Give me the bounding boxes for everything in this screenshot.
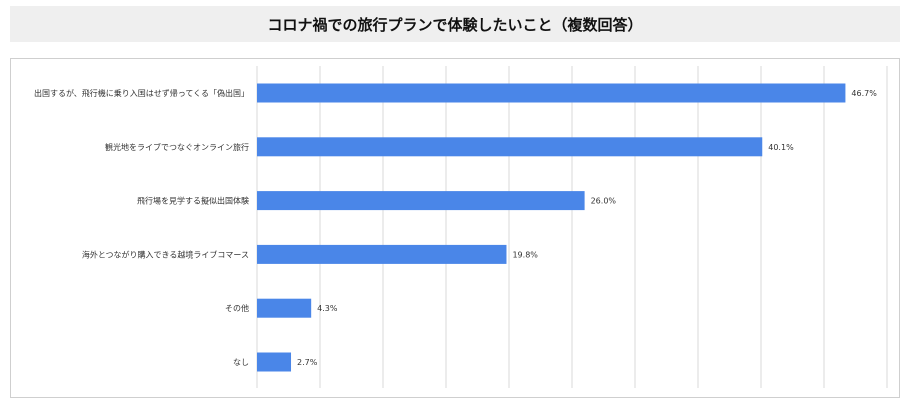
data-label: 40.1% [768, 143, 794, 152]
bar [257, 298, 312, 318]
bar [257, 83, 846, 103]
category-label: 海外とつながり購入できる越境ライブコマース [82, 249, 249, 259]
bar [257, 137, 763, 157]
bar [257, 352, 292, 372]
chart-frame [10, 58, 900, 398]
data-label: 46.7% [851, 89, 877, 98]
data-label: 19.8% [512, 250, 538, 259]
chart-title: コロナ禍での旅行プランで体験したいこと（複数回答） [267, 15, 643, 34]
chart-title-bar: コロナ禍での旅行プランで体験したいこと（複数回答） [10, 6, 900, 42]
data-label: 26.0% [591, 197, 617, 206]
category-label: その他 [225, 303, 249, 313]
category-label: 観光地をライブでつなぐオンライン旅行 [105, 142, 249, 152]
data-label: 4.3% [317, 304, 338, 313]
bar [257, 191, 585, 211]
bar [257, 244, 507, 264]
data-label: 2.7% [297, 358, 318, 367]
category-label: 飛行場を見学する擬似出国体験 [137, 196, 249, 206]
category-label: なし [233, 358, 249, 367]
category-label: 出国するが、飛行機に乗り入国はせず帰ってくる「偽出国」 [34, 88, 249, 98]
